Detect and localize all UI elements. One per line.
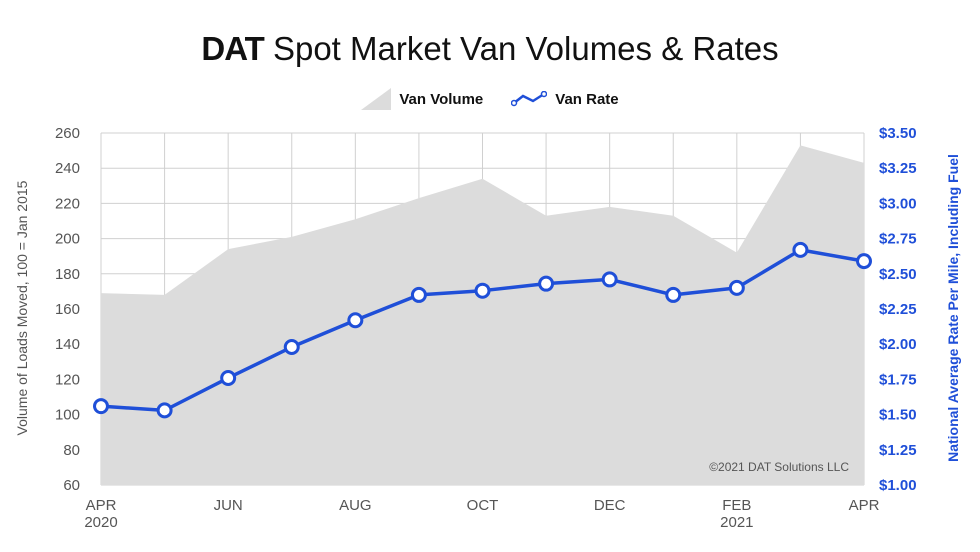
y-tick-right: $1.50 bbox=[879, 407, 917, 424]
x-tick-line: APR bbox=[849, 497, 880, 514]
y-tick-left: 120 bbox=[55, 371, 80, 388]
y-tick-left: 140 bbox=[55, 336, 80, 353]
y-axis-right-title: National Average Rate Per Mile, Includin… bbox=[945, 154, 961, 462]
y-tick-left: 180 bbox=[55, 266, 80, 283]
line-swatch-icon bbox=[511, 91, 548, 107]
x-tick-label: APR bbox=[849, 497, 880, 514]
rate-point bbox=[601, 271, 618, 288]
y-tick-right: $2.75 bbox=[879, 231, 917, 248]
y-axis-left-title: Volume of Loads Moved, 100 = Jan 2015 bbox=[14, 180, 30, 435]
rate-point bbox=[410, 286, 427, 303]
x-tick-line: APR bbox=[86, 497, 117, 514]
area-swatch-icon bbox=[361, 88, 392, 110]
y-tick-right: $3.00 bbox=[879, 195, 917, 212]
y-tick-right: $2.50 bbox=[879, 266, 917, 283]
y-tick-right: $1.00 bbox=[879, 477, 917, 494]
y-tick-left: 200 bbox=[55, 231, 80, 248]
x-tick-line: 2020 bbox=[84, 514, 117, 531]
y-tick-right: $1.25 bbox=[879, 442, 917, 459]
rate-point bbox=[728, 279, 745, 296]
x-tick-line: 2021 bbox=[720, 514, 753, 531]
x-tick-line: OCT bbox=[467, 497, 499, 514]
copyright-notice: ©2021 DAT Solutions LLC bbox=[709, 460, 849, 474]
x-tick-label: JUN bbox=[214, 497, 243, 514]
x-tick-label: DEC bbox=[594, 497, 626, 514]
y-tick-left: 80 bbox=[63, 442, 80, 459]
rate-point bbox=[538, 275, 555, 292]
y-tick-right: $3.50 bbox=[879, 125, 917, 142]
y-tick-left: 100 bbox=[55, 407, 80, 424]
x-tick-line: JUN bbox=[214, 497, 243, 514]
x-tick-label: AUG bbox=[339, 497, 372, 514]
title-brand: DAT bbox=[201, 30, 264, 67]
y-tick-right: $3.25 bbox=[879, 160, 917, 177]
y-tick-left: 60 bbox=[63, 477, 80, 494]
rate-line-layer bbox=[93, 241, 872, 419]
legend-item-rate: Van Rate bbox=[511, 90, 619, 108]
legend-item-volume: Van Volume bbox=[361, 88, 483, 110]
volume-area-layer bbox=[101, 145, 864, 485]
rate-point bbox=[347, 312, 364, 329]
rate-point bbox=[792, 241, 809, 258]
x-tick-line: FEB bbox=[722, 497, 751, 514]
axis-labels: 260 $3.50 240 $3.25 220 $3.00 200 $2.75 180 $2.50… bbox=[55, 125, 917, 531]
legend-label-rate: Van Rate bbox=[555, 90, 619, 108]
rate-point bbox=[156, 402, 173, 419]
y-tick-right: $2.00 bbox=[879, 336, 917, 353]
y-tick-left: 260 bbox=[55, 125, 80, 142]
legend: Van Volume Van Rate bbox=[0, 88, 980, 110]
rate-point bbox=[665, 286, 682, 303]
rate-point bbox=[474, 282, 491, 299]
y-tick-left: 240 bbox=[55, 160, 80, 177]
x-tick-label: APR 2020 bbox=[84, 497, 117, 531]
chart-title: DAT Spot Market Van Volumes & Rates bbox=[0, 30, 980, 68]
x-tick-line: DEC bbox=[594, 497, 626, 514]
y-tick-right: $2.25 bbox=[879, 301, 917, 318]
x-tick-label: FEB 2021 bbox=[720, 497, 753, 531]
rate-point bbox=[220, 369, 237, 386]
rate-point bbox=[93, 398, 109, 415]
rate-point bbox=[283, 339, 300, 356]
y-tick-left: 220 bbox=[55, 195, 80, 212]
rate-point bbox=[856, 253, 872, 270]
y-tick-right: $1.75 bbox=[879, 371, 917, 388]
title-text: Spot Market Van Volumes & Rates bbox=[263, 30, 779, 67]
volume-area bbox=[101, 145, 864, 485]
x-tick-label: OCT bbox=[467, 497, 499, 514]
legend-label-volume: Van Volume bbox=[399, 90, 484, 108]
y-tick-left: 160 bbox=[55, 301, 80, 318]
x-tick-line: AUG bbox=[339, 497, 372, 514]
